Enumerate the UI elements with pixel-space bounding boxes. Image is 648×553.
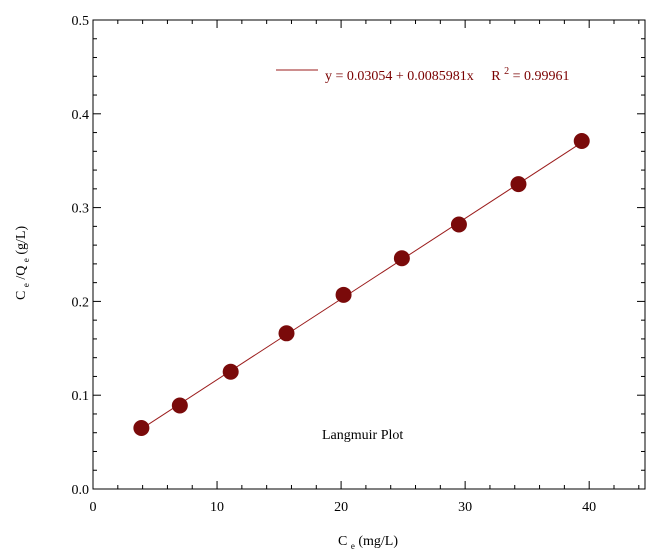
y-axis-title: C e /Q e (g/L) — [14, 226, 33, 300]
data-points — [133, 133, 590, 437]
x-tick-label: 40 — [582, 500, 596, 515]
x-axis-title-sub: e — [351, 541, 355, 551]
y-tick-label: 0.5 — [72, 14, 90, 29]
data-point — [510, 176, 527, 193]
data-point — [222, 363, 239, 380]
y-axis-title-main2: /Q — [14, 266, 29, 280]
data-point — [133, 420, 150, 437]
y-axis-title-sub2: e — [21, 258, 31, 262]
legend-r2-label: R — [491, 69, 501, 84]
y-tick-label: 0.3 — [72, 202, 90, 217]
y-axis-title-sub1: e — [21, 283, 31, 287]
x-axis-title-main: C — [338, 534, 347, 549]
data-point — [335, 286, 352, 303]
x-axis-title: C e (mg/L) — [338, 534, 398, 553]
data-point — [171, 397, 188, 414]
x-tick-label: 10 — [210, 500, 224, 515]
legend-equation: y = 0.03054 + 0.0085981x R 2 = 0.99961 — [325, 63, 570, 84]
axis-ticks — [92, 19, 645, 490]
x-tick-label: 0 — [90, 500, 97, 515]
y-tick-label: 0.2 — [72, 295, 90, 310]
y-tick-labels: 0.0 0.1 0.2 0.3 0.4 0.5 — [72, 14, 90, 498]
data-point — [278, 325, 295, 342]
legend-r2-value: = 0.99961 — [513, 69, 570, 84]
plot-frame — [92, 19, 646, 490]
x-tick-label: 30 — [458, 500, 472, 515]
annotation-label: Langmuir Plot — [322, 428, 403, 443]
legend-r2-sup: 2 — [504, 66, 509, 77]
x-tick-label: 20 — [334, 500, 348, 515]
fit-line — [141, 142, 583, 430]
y-tick-label: 0.0 — [72, 483, 90, 498]
x-tick-labels: 0 10 20 30 40 — [90, 500, 597, 515]
data-point — [450, 216, 467, 233]
x-axis-title-rest: (mg/L) — [358, 534, 398, 549]
y-tick-label: 0.1 — [72, 389, 90, 404]
y-tick-label: 0.4 — [72, 108, 90, 123]
data-point — [393, 250, 410, 267]
y-axis-title-main1: C — [14, 291, 29, 300]
y-axis-title-rest: (g/L) — [14, 226, 29, 255]
legend-equation-text: y = 0.03054 + 0.0085981x — [325, 69, 474, 84]
data-point — [573, 133, 590, 150]
